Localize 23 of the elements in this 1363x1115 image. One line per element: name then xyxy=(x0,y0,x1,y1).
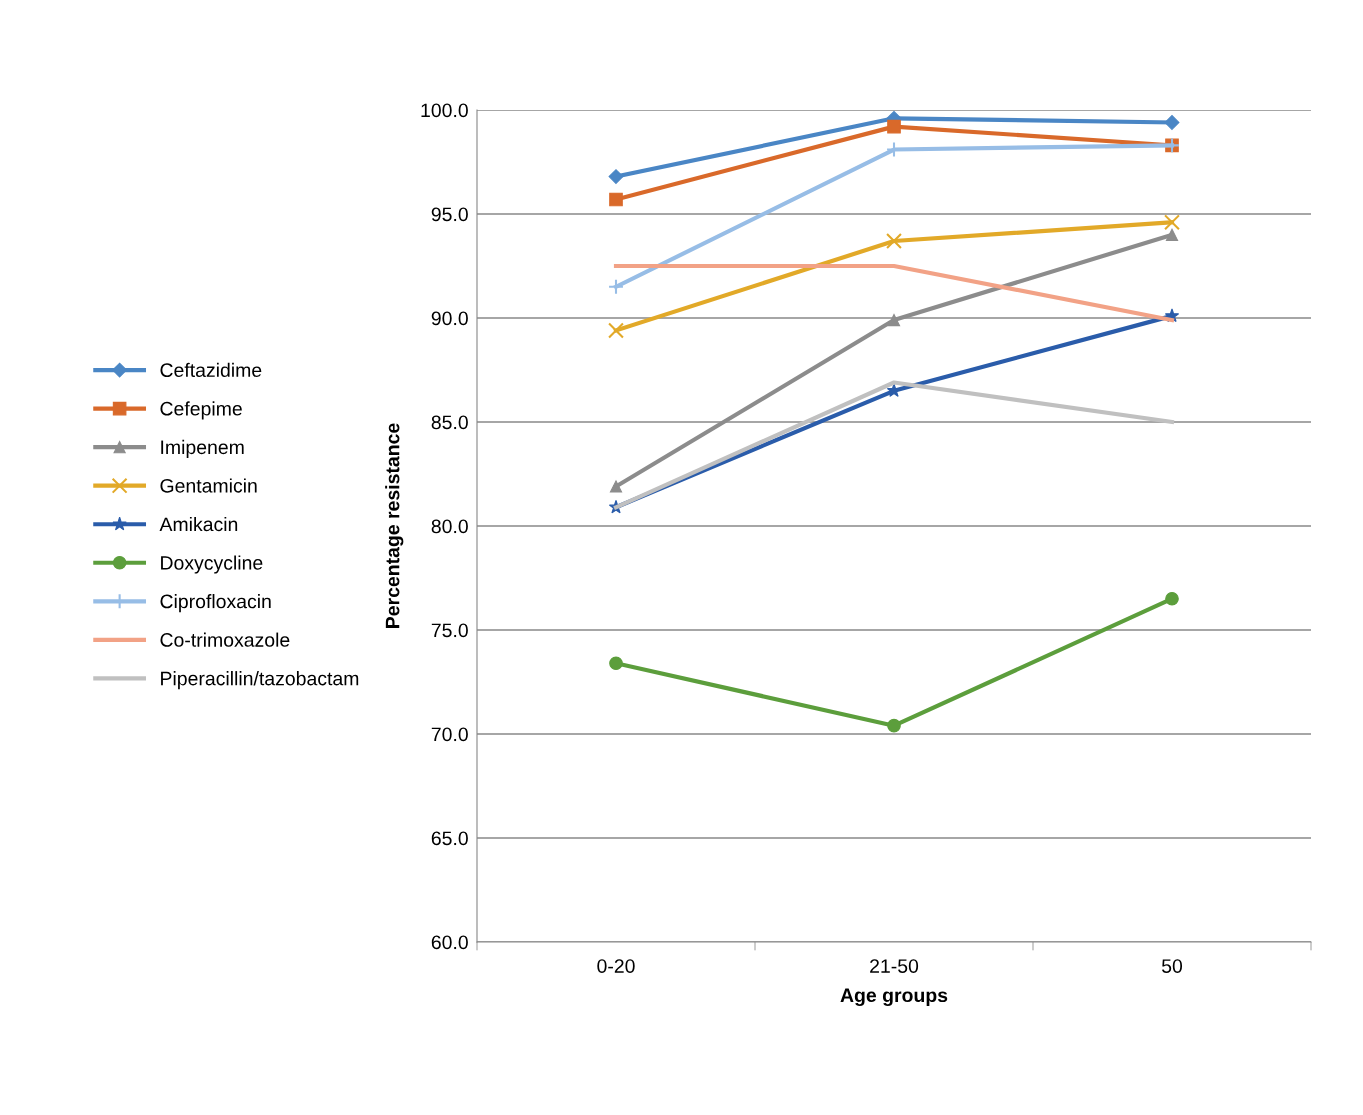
legend-label: Amikacin xyxy=(159,516,238,532)
legend-label: Cefepime xyxy=(160,401,242,420)
legend-label: Piperacillin/tazobactam xyxy=(161,671,359,690)
y-tick-label: 100.0 xyxy=(421,103,468,118)
y-tick-label: 90.0 xyxy=(431,311,468,326)
y-tick-label: 95.0 xyxy=(431,207,468,222)
y-tick-label: 60.0 xyxy=(431,935,468,950)
legend-label: Gentamicin xyxy=(160,478,257,493)
y-tick-label: 70.0 xyxy=(431,727,468,742)
legend-label: Ciprofloxacin xyxy=(160,594,271,613)
x-tick-label: 50 xyxy=(1161,959,1183,973)
y-tick-label: 65.0 xyxy=(431,831,468,846)
legend-label: Ceftazidime xyxy=(160,362,262,378)
legend-label: Imipenem xyxy=(161,439,244,458)
x-axis-title: Age groups xyxy=(840,988,948,1007)
legend-label: Co-trimoxazole xyxy=(160,632,290,647)
y-tick-label: 80.0 xyxy=(431,519,468,534)
x-tick-label: 21-50 xyxy=(870,959,919,973)
y-axis-title: Percentage resistance xyxy=(385,423,404,628)
y-tick-label: 75.0 xyxy=(431,623,468,638)
y-tick-label: 85.0 xyxy=(431,415,468,430)
legend-label: Doxycycline xyxy=(161,555,263,574)
x-tick-label: 0-20 xyxy=(597,959,635,973)
